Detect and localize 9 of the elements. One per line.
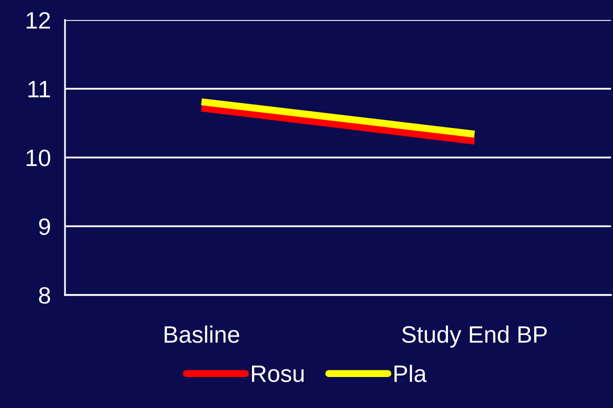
x-tick-label: Basline: [164, 326, 240, 343]
y-tick-label: 8: [39, 287, 50, 304]
y-tick-label: 10: [26, 150, 50, 166]
y-tick-label: 11: [28, 81, 50, 98]
x-tick-label: Study End BP: [402, 326, 547, 348]
y-tick-label: 9: [39, 218, 50, 236]
legend-label: Pla: [394, 364, 427, 382]
y-tick-label: 12: [26, 12, 50, 29]
legend-label: Rosu: [252, 366, 304, 382]
